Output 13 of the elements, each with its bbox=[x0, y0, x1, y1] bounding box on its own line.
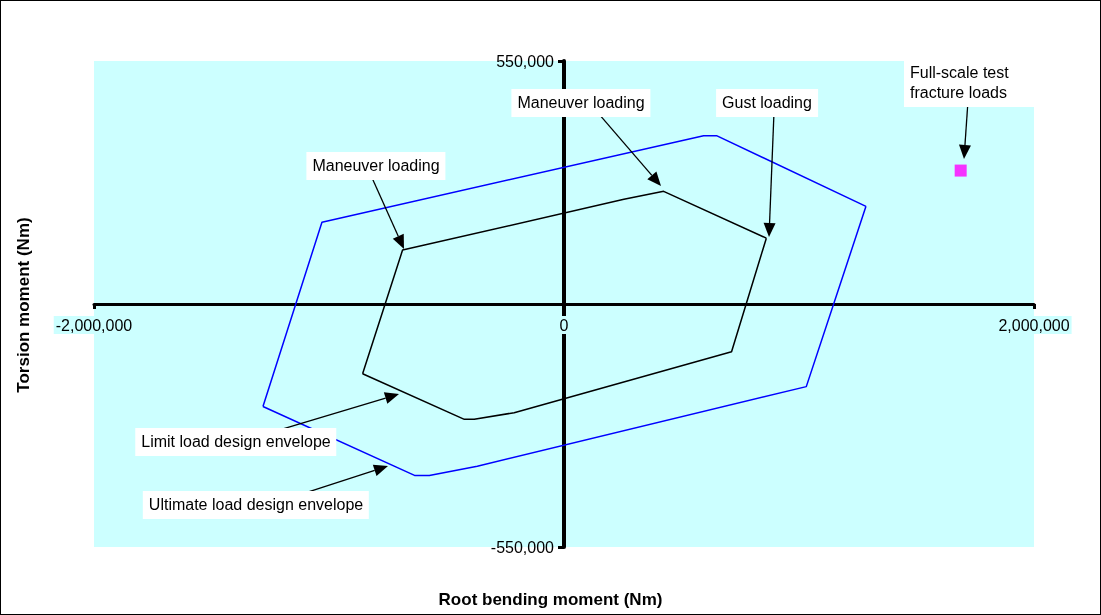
x-tick-label: 0 bbox=[559, 316, 569, 334]
annotation: Full-scale test fracture loads bbox=[904, 59, 1034, 107]
annotation: Ultimate load design envelope bbox=[142, 491, 370, 519]
y-tick-label: -550,000 bbox=[490, 538, 555, 556]
x-tick-label: -2,000,000 bbox=[55, 316, 133, 334]
x-tick-label: 2,000,000 bbox=[998, 316, 1070, 334]
y-axis-title: Torsion moment (Nm) bbox=[13, 217, 33, 393]
annotation: Maneuver loading bbox=[511, 89, 651, 117]
annotation: Maneuver loading bbox=[306, 152, 446, 180]
x-axis-title: Root bending moment (Nm) bbox=[438, 590, 663, 609]
annotation: Limit load design envelope bbox=[135, 428, 337, 456]
y-tick-label: 550,000 bbox=[496, 52, 555, 70]
annotation: Gust loading bbox=[716, 89, 818, 117]
